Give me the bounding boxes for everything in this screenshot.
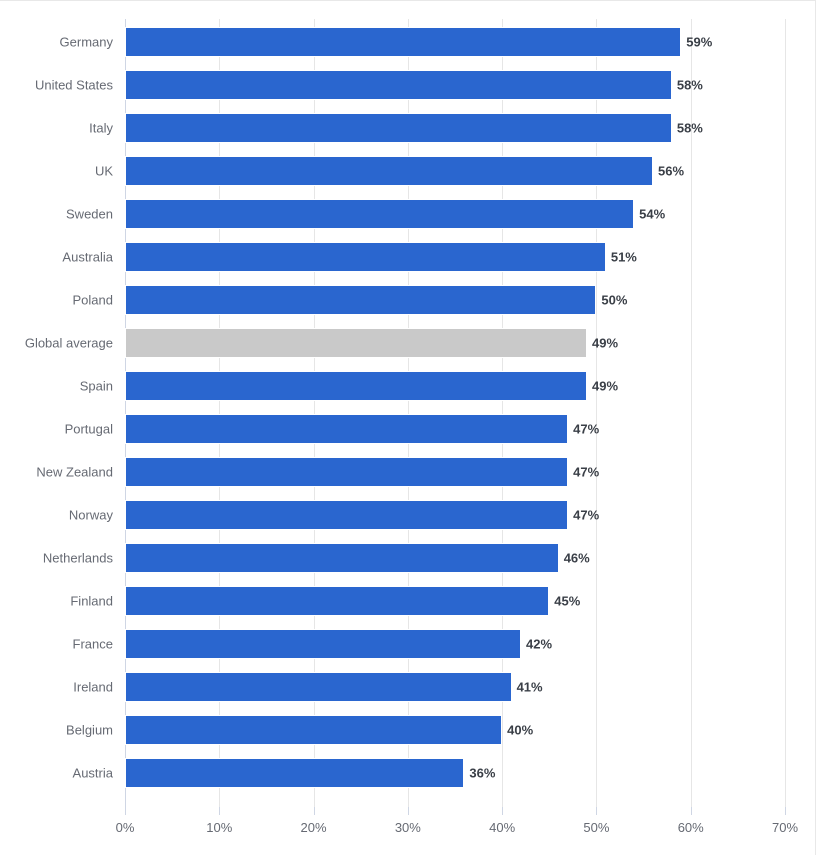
bar-value-label: 49% (586, 379, 618, 394)
bar-value-label: 46% (558, 551, 590, 566)
plot-area: Germany59% United States58% Italy58% UK56% S… (125, 19, 785, 807)
bar-row: Austria36% (125, 758, 785, 788)
bar-row: Australia51% (125, 242, 785, 272)
x-tick-label: 50% (583, 820, 609, 835)
x-tick-label: 30% (395, 820, 421, 835)
x-tick-label: 60% (678, 820, 704, 835)
category-label: New Zealand (15, 465, 125, 480)
bar-row: Belgium40% (125, 715, 785, 745)
bar[interactable]: 54% (125, 199, 634, 229)
bar[interactable]: 40% (125, 715, 502, 745)
category-label: Ireland (15, 680, 125, 695)
category-label: Norway (15, 508, 125, 523)
category-label: Portugal (15, 422, 125, 437)
bar[interactable]: 47% (125, 500, 568, 530)
bar-value-label: 45% (548, 594, 580, 609)
bars-group: Germany59% United States58% Italy58% UK56% S… (125, 19, 785, 807)
bar-row: Italy58% (125, 113, 785, 143)
category-label: Poland (15, 293, 125, 308)
bar-value-label: 40% (501, 723, 533, 738)
category-label: Finland (15, 594, 125, 609)
gridline (785, 19, 786, 807)
bar-row: Finland45% (125, 586, 785, 616)
bar-value-label: 58% (671, 78, 703, 93)
bar-row: United States58% (125, 70, 785, 100)
category-label: Belgium (15, 723, 125, 738)
bar[interactable]: 49% (125, 328, 587, 358)
bar-row: France42% (125, 629, 785, 659)
x-tick (408, 807, 409, 815)
bar-value-label: 49% (586, 336, 618, 351)
bar-value-label: 54% (633, 207, 665, 222)
bar-row: Portugal47% (125, 414, 785, 444)
bar-value-label: 47% (567, 422, 599, 437)
bar-row: Poland50% (125, 285, 785, 315)
category-label: Australia (15, 250, 125, 265)
bar-row: Netherlands46% (125, 543, 785, 573)
x-tick-label: 70% (772, 820, 798, 835)
bar-value-label: 51% (605, 250, 637, 265)
bar[interactable]: 36% (125, 758, 464, 788)
bar-row: Spain49% (125, 371, 785, 401)
bar[interactable]: 56% (125, 156, 653, 186)
category-label: France (15, 637, 125, 652)
bar[interactable]: 45% (125, 586, 549, 616)
bar-value-label: 50% (595, 293, 627, 308)
bar-value-label: 47% (567, 465, 599, 480)
bar[interactable]: 42% (125, 629, 521, 659)
bar-row: Sweden54% (125, 199, 785, 229)
category-label: Austria (15, 766, 125, 781)
bar-value-label: 41% (511, 680, 543, 695)
bar[interactable]: 51% (125, 242, 606, 272)
bar[interactable]: 47% (125, 414, 568, 444)
category-label: Germany (15, 35, 125, 50)
x-tick (125, 807, 126, 815)
x-tick (219, 807, 220, 815)
bar-row: New Zealand47% (125, 457, 785, 487)
category-label: Sweden (15, 207, 125, 222)
bar-chart: Germany59%United States58%Italy58%UK56%S… (0, 0, 816, 855)
x-tick-label: 40% (489, 820, 515, 835)
bar[interactable]: 58% (125, 70, 672, 100)
x-tick (596, 807, 597, 815)
x-tick (785, 807, 786, 815)
category-label: Global average (15, 336, 125, 351)
bar-row: Global average49% (125, 328, 785, 358)
bar-row: Germany59% (125, 27, 785, 57)
bar[interactable]: 49% (125, 371, 587, 401)
category-label: Italy (15, 121, 125, 136)
bar-row: UK56% (125, 156, 785, 186)
x-tick (502, 807, 503, 815)
x-tick-label: 20% (301, 820, 327, 835)
bar-value-label: 56% (652, 164, 684, 179)
bar[interactable]: 46% (125, 543, 559, 573)
bar[interactable]: 59% (125, 27, 681, 57)
category-label: Netherlands (15, 551, 125, 566)
bar[interactable]: 58% (125, 113, 672, 143)
bar-value-label: 47% (567, 508, 599, 523)
bar-value-label: 58% (671, 121, 703, 136)
bar[interactable]: 41% (125, 672, 512, 702)
bar-row: Ireland41% (125, 672, 785, 702)
bar-value-label: 36% (463, 766, 495, 781)
x-tick-label: 0% (116, 820, 135, 835)
bar-row: Norway47% (125, 500, 785, 530)
bar-value-label: 59% (680, 35, 712, 50)
x-tick (691, 807, 692, 815)
category-label: Spain (15, 379, 125, 394)
bar[interactable]: 47% (125, 457, 568, 487)
x-tick-label: 10% (206, 820, 232, 835)
x-tick (314, 807, 315, 815)
category-label: United States (15, 78, 125, 93)
bar[interactable]: 50% (125, 285, 596, 315)
bar-value-label: 42% (520, 637, 552, 652)
category-label: UK (15, 164, 125, 179)
